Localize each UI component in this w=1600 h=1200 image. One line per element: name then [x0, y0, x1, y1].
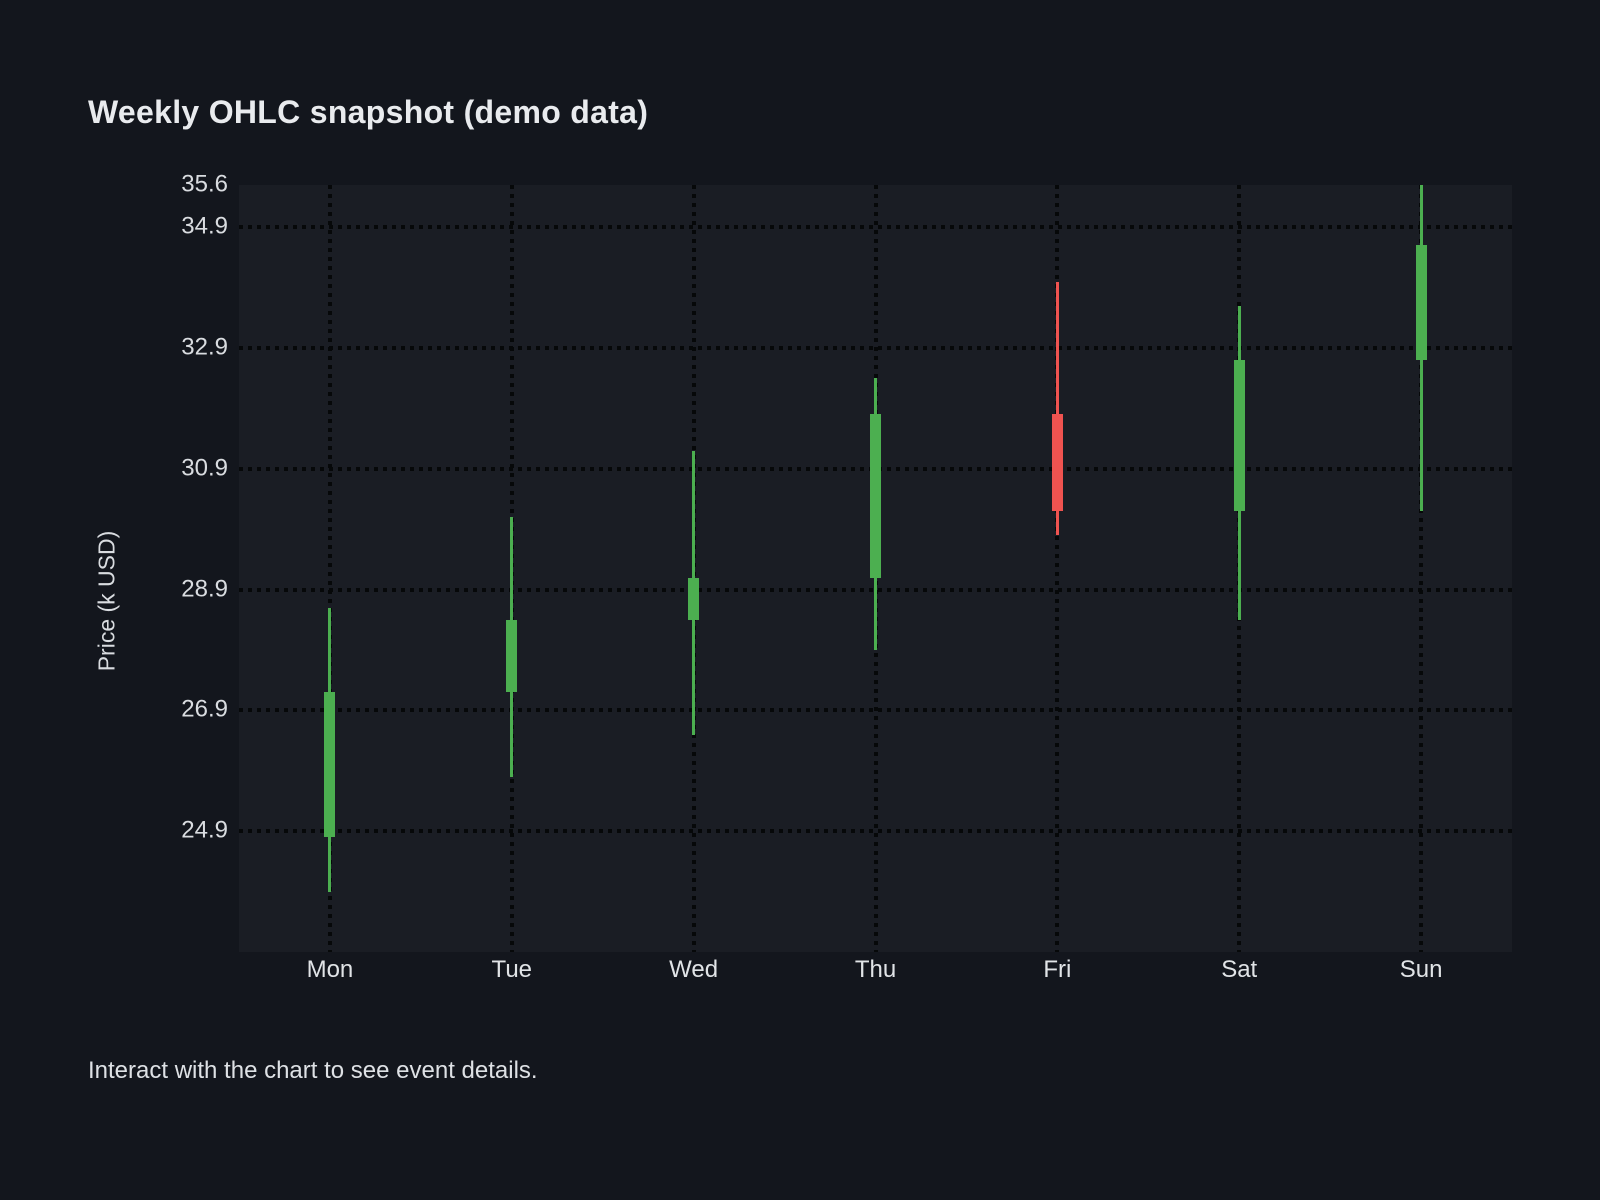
candle-wick — [1055, 281, 1059, 536]
candle-sat[interactable] — [239, 185, 1512, 952]
candle-body — [1051, 414, 1063, 512]
x-tick-label-fri: Fri — [1043, 956, 1072, 983]
candle-body — [1415, 245, 1427, 361]
x-tick-label-mon: Mon — [306, 956, 354, 983]
y-tick-label: 26.9 — [181, 695, 228, 723]
plot-area[interactable] — [239, 185, 1512, 952]
chart-title: Weekly OHLC snapshot (demo data) — [88, 94, 649, 130]
y-tick-label: 30.9 — [181, 454, 228, 482]
vertical-gridline — [1055, 185, 1060, 952]
x-tick-label-thu: Thu — [854, 956, 897, 983]
x-tick-label-sun: Sun — [1399, 956, 1443, 983]
candle-body — [688, 577, 700, 620]
y-tick-label: 24.9 — [181, 816, 228, 844]
candle-fri[interactable] — [239, 185, 1512, 952]
vertical-gridline — [327, 185, 332, 952]
y-tick-label: 32.9 — [181, 333, 228, 361]
y-tick-label: 35.6 — [181, 170, 228, 198]
candle-wed[interactable] — [239, 185, 1512, 952]
candle-body — [1233, 360, 1245, 512]
y-axis-ticks: 35.6 34.9 32.9 30.9 28.9 26.9 24.9 — [0, 0, 228, 1200]
candle-body — [506, 619, 518, 693]
y-tick-label: 34.9 — [181, 212, 228, 240]
candle-thu[interactable] — [239, 185, 1512, 952]
x-tick-label-tue: Tue — [491, 956, 533, 983]
footer-note: Interact with the chart to see event det… — [88, 1057, 538, 1084]
candle-body — [870, 414, 881, 578]
candle-tue[interactable] — [239, 185, 1512, 952]
y-tick-label: 28.9 — [181, 575, 228, 603]
candle-mon[interactable] — [239, 185, 1512, 952]
candle-body — [324, 692, 336, 838]
candle-sun[interactable] — [239, 185, 1512, 952]
x-tick-label-sat: Sat — [1221, 956, 1258, 983]
x-tick-label-wed: Wed — [669, 956, 719, 983]
vertical-gridline — [1419, 185, 1424, 952]
